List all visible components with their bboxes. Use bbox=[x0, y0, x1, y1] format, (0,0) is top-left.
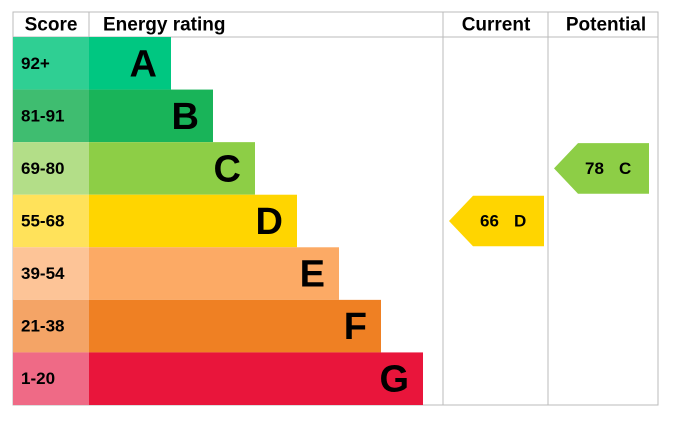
current-letter: D bbox=[514, 212, 526, 231]
header-potential: Potential bbox=[566, 15, 646, 36]
rating-bar bbox=[89, 194, 297, 248]
score-cell bbox=[13, 142, 89, 195]
rating-letter: G bbox=[379, 359, 409, 401]
rating-letter: E bbox=[300, 254, 325, 296]
rating-letter: B bbox=[172, 96, 199, 138]
score-label: 1-20 bbox=[21, 369, 55, 388]
score-label: 39-54 bbox=[21, 264, 65, 283]
score-label: 69-80 bbox=[21, 159, 64, 178]
score-cell bbox=[13, 89, 89, 143]
rating-letter: D bbox=[256, 201, 283, 243]
current-value: 66 bbox=[480, 212, 499, 231]
score-cell bbox=[13, 247, 89, 300]
rating-bar bbox=[89, 37, 171, 90]
score-label: 92+ bbox=[21, 54, 50, 73]
rating-bar bbox=[89, 352, 423, 405]
rating-bar bbox=[89, 142, 255, 195]
current-arrow bbox=[449, 195, 544, 247]
rating-letter: C bbox=[214, 148, 241, 190]
rating-bar bbox=[89, 89, 213, 143]
score-cell bbox=[13, 37, 89, 90]
rating-letter: A bbox=[130, 43, 157, 85]
rating-letter: F bbox=[344, 306, 367, 348]
header-current: Current bbox=[462, 15, 531, 36]
header-rating: Energy rating bbox=[103, 15, 225, 36]
score-cell bbox=[13, 194, 89, 248]
score-label: 21-38 bbox=[21, 317, 64, 336]
potential-arrow bbox=[554, 143, 649, 194]
potential-letter: C bbox=[619, 159, 631, 178]
header-score: Score bbox=[25, 15, 78, 36]
score-cell bbox=[13, 352, 89, 405]
score-cell bbox=[13, 299, 89, 353]
score-label: 81-91 bbox=[21, 106, 64, 125]
potential-value: 78 bbox=[585, 159, 604, 178]
rating-bar bbox=[89, 247, 339, 300]
rating-bar bbox=[89, 299, 381, 353]
score-label: 55-68 bbox=[21, 212, 64, 231]
